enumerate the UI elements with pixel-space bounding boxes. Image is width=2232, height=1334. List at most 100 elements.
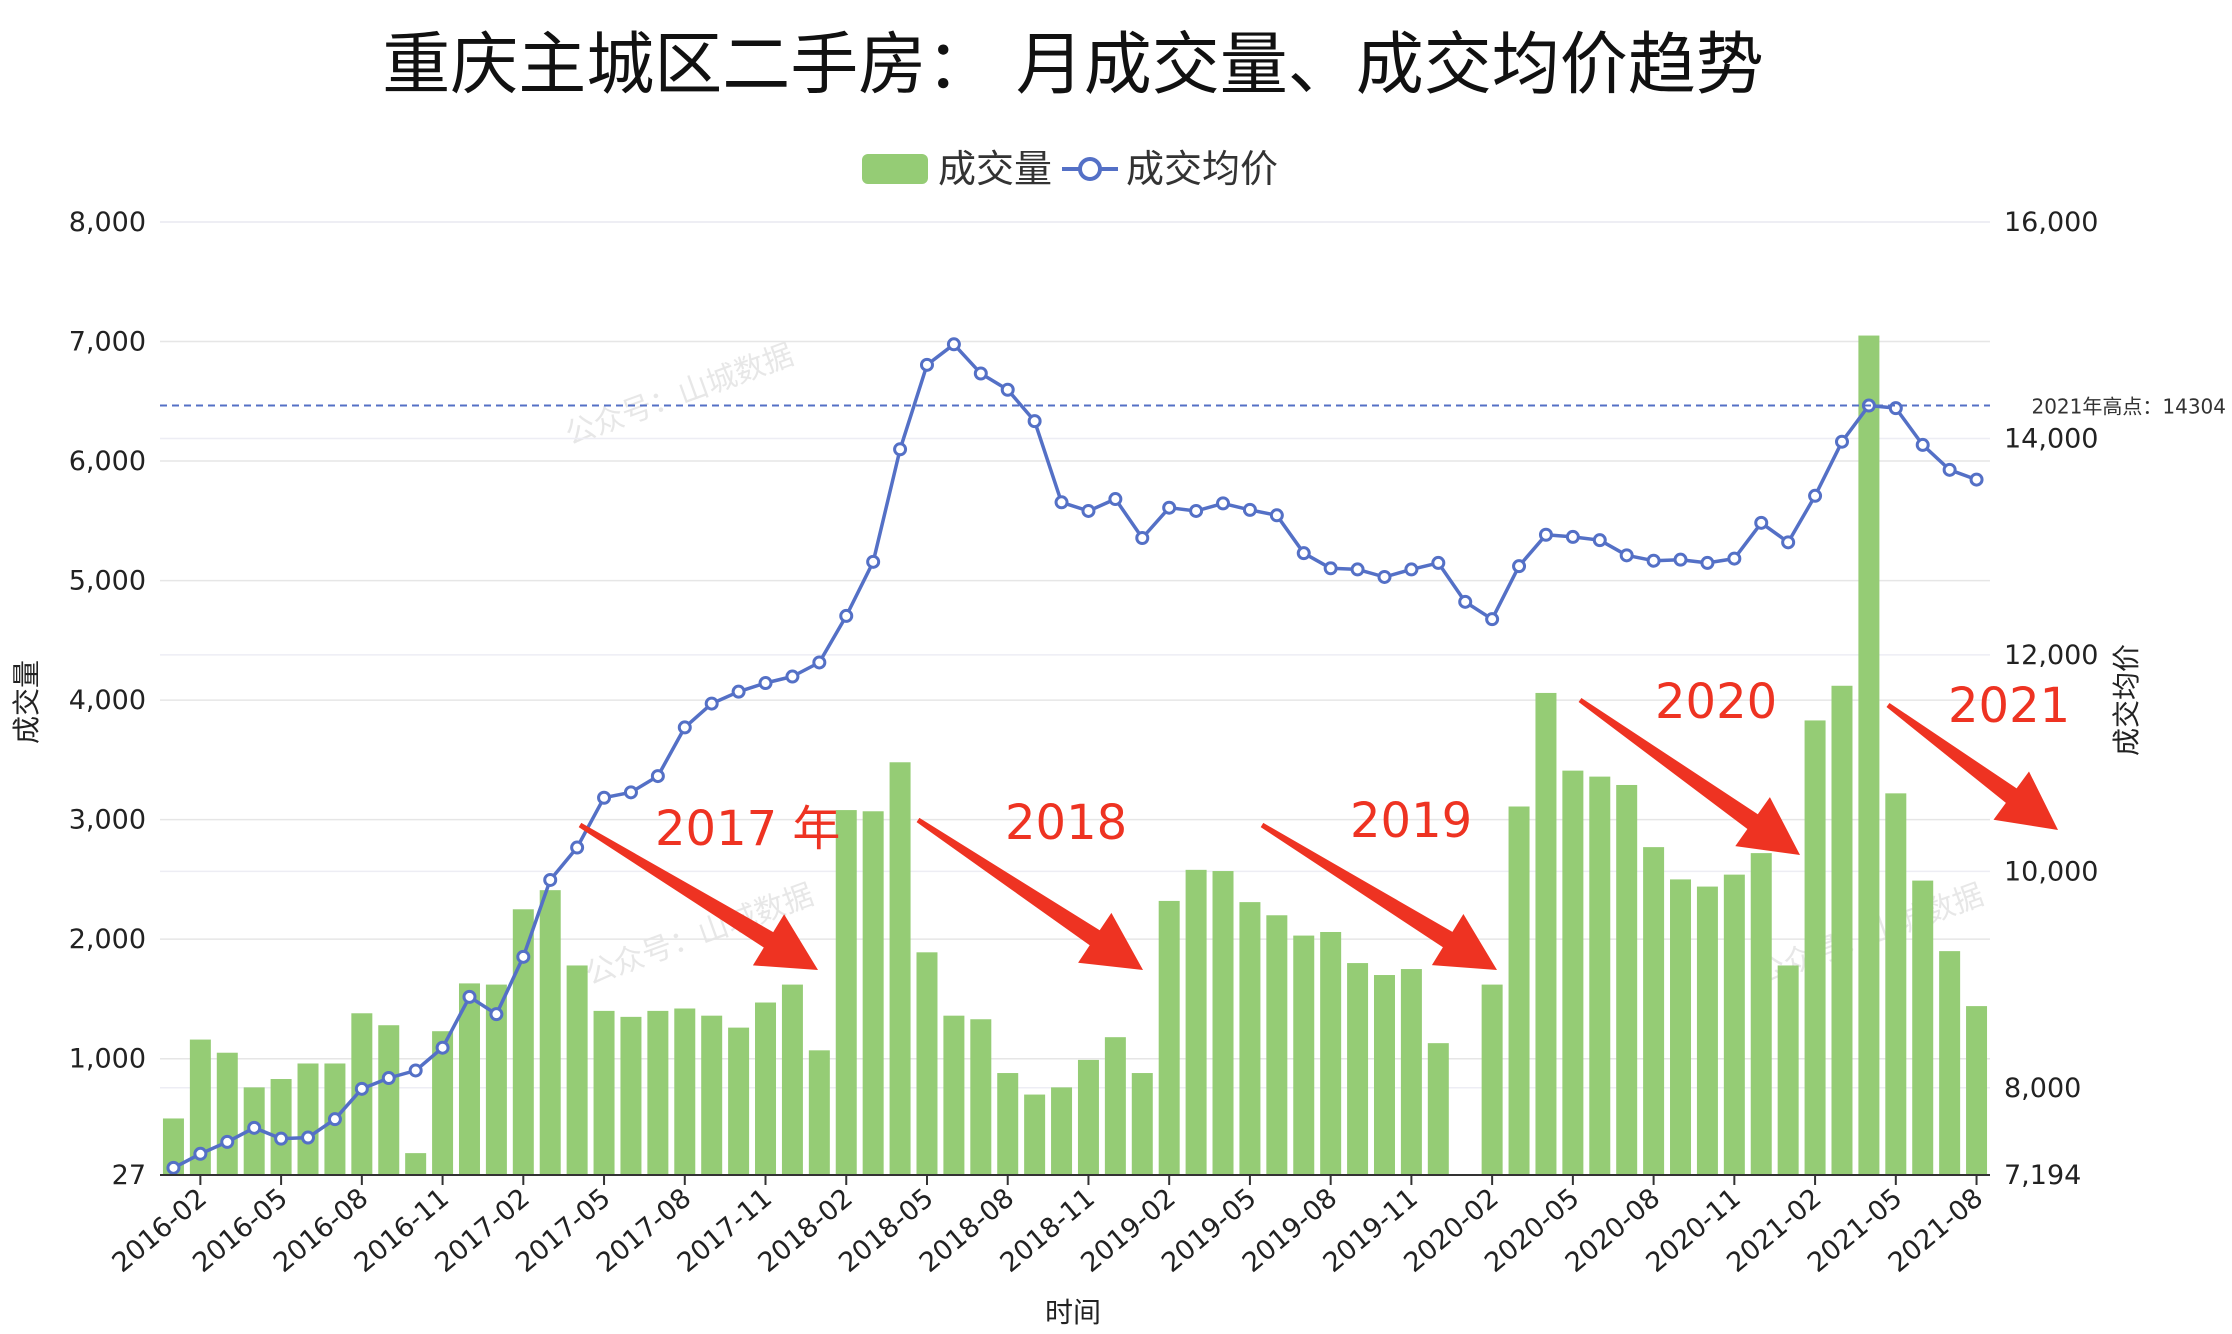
bar-2016-11[interactable] (432, 1031, 454, 1175)
price-point-2019-12[interactable] (1431, 555, 1446, 570)
bar-2021-01[interactable] (1777, 965, 1799, 1175)
price-point-2019-06[interactable] (1269, 508, 1284, 523)
price-point-2017-02[interactable] (516, 949, 531, 964)
price-point-2016-04[interactable] (247, 1120, 262, 1135)
price-point-2020-02[interactable] (1485, 612, 1500, 627)
price-point-2019-05[interactable] (1242, 502, 1257, 517)
bar-2020-03[interactable] (1508, 806, 1530, 1175)
price-point-2019-10[interactable] (1377, 569, 1392, 584)
bar-2017-01[interactable] (485, 984, 507, 1175)
price-point-2016-08[interactable] (354, 1081, 369, 1096)
bar-2021-04[interactable] (1858, 335, 1880, 1175)
bar-2016-05[interactable] (270, 1079, 292, 1175)
bar-2019-02[interactable] (1158, 900, 1180, 1175)
bar-2019-03[interactable] (1185, 869, 1207, 1175)
price-point-2016-05[interactable] (274, 1131, 289, 1146)
bar-2020-07[interactable] (1616, 784, 1638, 1175)
bar-2017-02[interactable] (512, 909, 534, 1175)
bar-2019-08[interactable] (1320, 931, 1342, 1175)
price-point-2020-10[interactable] (1700, 555, 1715, 570)
bar-2018-04[interactable] (889, 762, 911, 1175)
bar-2019-12[interactable] (1427, 1043, 1449, 1175)
price-point-2021-06[interactable] (1915, 437, 1930, 452)
price-point-2018-07[interactable] (973, 366, 988, 381)
bar-2020-11[interactable] (1723, 874, 1745, 1175)
price-point-2018-05[interactable] (919, 357, 934, 372)
price-point-2016-11[interactable] (435, 1040, 450, 1055)
bar-2020-02[interactable] (1481, 984, 1503, 1175)
bar-2018-02[interactable] (835, 810, 857, 1175)
bar-2017-12[interactable] (781, 984, 803, 1175)
bar-2021-06[interactable] (1912, 880, 1934, 1175)
bar-2016-10[interactable] (405, 1153, 427, 1175)
bar-2020-05[interactable] (1562, 770, 1584, 1175)
price-point-2017-09[interactable] (704, 696, 719, 711)
price-point-2019-01[interactable] (1135, 531, 1150, 546)
price-point-2017-05[interactable] (597, 790, 612, 805)
price-point-2017-04[interactable] (570, 840, 585, 855)
price-point-2020-07[interactable] (1619, 548, 1634, 563)
price-point-2016-06[interactable] (301, 1130, 316, 1145)
price-point-2018-06[interactable] (946, 337, 961, 352)
price-point-2016-03[interactable] (220, 1134, 235, 1149)
price-point-2017-06[interactable] (623, 785, 638, 800)
bar-2016-06[interactable] (297, 1063, 319, 1175)
price-point-2016-01[interactable] (166, 1160, 181, 1175)
price-point-2021-02[interactable] (1808, 488, 1823, 503)
bar-2017-06[interactable] (620, 1016, 642, 1175)
bar-2016-03[interactable] (216, 1052, 238, 1175)
price-point-2016-07[interactable] (327, 1112, 342, 1127)
bar-2016-12[interactable] (458, 983, 480, 1175)
price-point-2021-08[interactable] (1969, 472, 1984, 487)
bar-2021-07[interactable] (1939, 951, 1961, 1175)
price-point-2021-01[interactable] (1781, 535, 1796, 550)
bar-2018-09[interactable] (1024, 1094, 1046, 1175)
bar-2019-06[interactable] (1266, 915, 1288, 1175)
bar-2020-06[interactable] (1589, 776, 1611, 1175)
price-point-2021-07[interactable] (1942, 462, 1957, 477)
price-point-2019-03[interactable] (1189, 503, 1204, 518)
price-point-2020-08[interactable] (1646, 553, 1661, 568)
bar-2019-09[interactable] (1347, 963, 1369, 1175)
price-point-2019-04[interactable] (1216, 496, 1231, 511)
price-point-2021-03[interactable] (1834, 434, 1849, 449)
price-point-2017-07[interactable] (650, 769, 665, 784)
price-point-2018-12[interactable] (1108, 492, 1123, 507)
bar-2016-02[interactable] (189, 1039, 211, 1175)
price-point-2019-08[interactable] (1323, 561, 1338, 576)
bar-2021-08[interactable] (1966, 1006, 1988, 1175)
price-point-2016-02[interactable] (193, 1146, 208, 1161)
price-point-2019-02[interactable] (1162, 500, 1177, 515)
bar-2020-10[interactable] (1696, 886, 1718, 1175)
bar-2016-01[interactable] (162, 1118, 184, 1175)
price-point-2018-10[interactable] (1054, 495, 1069, 510)
price-point-2019-07[interactable] (1296, 546, 1311, 561)
price-point-2018-02[interactable] (839, 608, 854, 623)
price-point-2018-09[interactable] (1027, 414, 1042, 429)
bar-2017-09[interactable] (701, 1015, 723, 1175)
bar-2017-11[interactable] (755, 1002, 777, 1175)
price-point-2017-10[interactable] (731, 684, 746, 699)
bar-2018-10[interactable] (1051, 1087, 1073, 1175)
bar-2021-05[interactable] (1885, 793, 1907, 1175)
bar-2017-03[interactable] (539, 890, 561, 1175)
legend-marker-price[interactable] (1078, 157, 1102, 181)
legend-label-price[interactable]: 成交均价 (1126, 147, 1278, 191)
legend-swatch-volume[interactable] (862, 154, 928, 184)
bar-2020-08[interactable] (1643, 847, 1665, 1175)
price-point-2017-08[interactable] (677, 720, 692, 735)
price-point-2020-11[interactable] (1727, 551, 1742, 566)
price-point-2020-01[interactable] (1458, 594, 1473, 609)
price-point-2017-11[interactable] (758, 676, 773, 691)
price-point-2020-06[interactable] (1592, 533, 1607, 548)
bar-2020-12[interactable] (1750, 853, 1772, 1175)
bar-2020-04[interactable] (1535, 692, 1557, 1175)
bar-2019-05[interactable] (1239, 902, 1261, 1175)
price-point-2018-11[interactable] (1081, 503, 1096, 518)
bar-2017-10[interactable] (728, 1027, 750, 1175)
price-point-2016-12[interactable] (462, 989, 477, 1004)
price-point-2019-09[interactable] (1350, 562, 1365, 577)
price-point-2021-05[interactable] (1888, 401, 1903, 416)
price-point-2020-03[interactable] (1512, 559, 1527, 574)
bar-2019-10[interactable] (1373, 975, 1395, 1175)
